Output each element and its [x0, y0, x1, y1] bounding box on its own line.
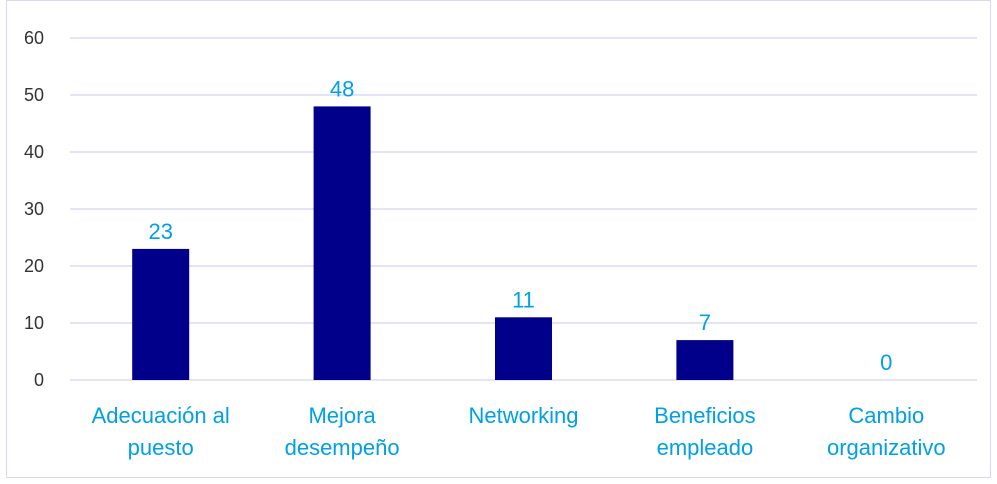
category-label-2: Networking [468, 403, 578, 428]
y-tick-label: 30 [24, 199, 44, 219]
bar-chart: 0 10 20 30 40 50 60 23 Adecuación al puesto 48 Mejo… [24, 28, 977, 460]
data-label-3: 7 [699, 310, 711, 335]
category-label-line: organizativo [827, 435, 946, 460]
category-label-line: Adecuación al [92, 403, 230, 428]
chart-container: 0 10 20 30 40 50 60 23 Adecuación al puesto 48 Mejo… [6, 0, 991, 478]
bar-3 [676, 340, 734, 380]
data-label-1: 48 [330, 76, 354, 101]
y-tick-label: 0 [34, 370, 44, 390]
category-label-line: empleado [657, 435, 754, 460]
category-label-line: Mejora [308, 403, 376, 428]
category-label-line: Beneficios [654, 403, 756, 428]
category-label-line: Networking [468, 403, 578, 428]
category-label-line: Cambio [848, 403, 924, 428]
bar-0 [132, 248, 190, 380]
category-label-line: desempeño [285, 435, 400, 460]
category-label-0: Adecuación al puesto [92, 403, 230, 460]
y-tick-label: 60 [24, 28, 44, 48]
category-label-line: puesto [128, 435, 194, 460]
bar-1 [313, 106, 371, 381]
y-tick-label: 20 [24, 256, 44, 276]
bar-2 [495, 317, 552, 380]
y-tick-label: 50 [24, 85, 44, 105]
data-label-2: 11 [512, 287, 535, 312]
category-label-1: Mejora desempeño [285, 403, 400, 460]
data-label-4: 0 [880, 350, 892, 375]
category-label-3: Beneficios empleado [654, 403, 756, 460]
category-label-4: Cambio organizativo [827, 403, 946, 460]
data-label-0: 23 [148, 219, 172, 244]
y-tick-label: 40 [24, 142, 44, 162]
y-tick-label: 10 [24, 313, 44, 333]
